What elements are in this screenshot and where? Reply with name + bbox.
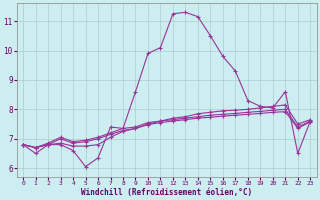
X-axis label: Windchill (Refroidissement éolien,°C): Windchill (Refroidissement éolien,°C) [81, 188, 252, 197]
